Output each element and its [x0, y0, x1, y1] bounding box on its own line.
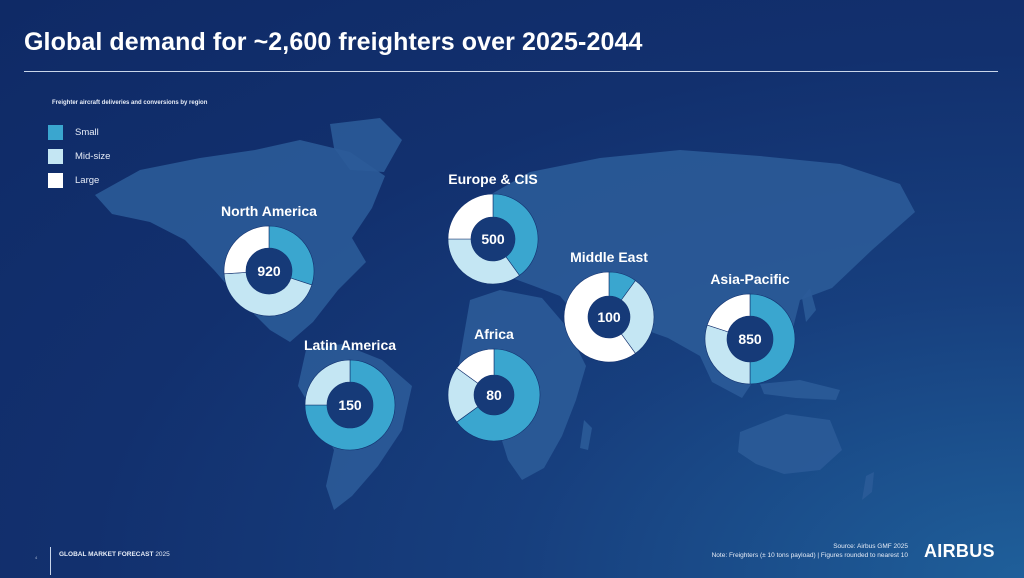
donut-africa: 80 Africa: [447, 326, 541, 442]
donut-center-europe-cis: [471, 217, 515, 261]
legend-label-mid-size: Mid-size: [75, 150, 111, 162]
donut-europe-cis: 500 Europe & CIS: [447, 171, 539, 285]
legend-item-large: Large: [48, 172, 110, 188]
page-number: 4: [35, 555, 38, 560]
donut-center-middle-east: [588, 296, 630, 338]
indonesia-landmass: [760, 380, 840, 400]
donut-latin-america: 150 Latin America: [304, 337, 396, 451]
donut-middle-east: 100 Middle East: [563, 249, 655, 363]
note-text: Note: Freighters (± 10 tons payload) | F…: [711, 552, 908, 559]
madagascar-landmass: [580, 420, 592, 450]
region-label-africa: Africa: [474, 326, 514, 342]
donut-segments-middle-east: [563, 271, 655, 363]
donut-total-north-america: 920: [257, 263, 281, 279]
donut-segments-north-america: [223, 225, 315, 317]
donut-segments-africa: [447, 348, 541, 442]
greenland-landmass: [330, 118, 402, 172]
donut-total-africa: 80: [486, 387, 502, 403]
legend-label-small: Small: [75, 126, 99, 138]
donut-center-africa: [474, 375, 514, 415]
chart-subtitle: Freighter aircraft deliveries and conver…: [52, 100, 208, 106]
source-note: Source: Airbus GMF 2025 Note: Freighters…: [712, 542, 908, 560]
legend: Small Mid-size Large: [48, 124, 110, 196]
donut-segments-latin-america: [304, 359, 396, 451]
region-label-middle-east: Middle East: [570, 249, 648, 265]
new-zealand-landmass: [862, 472, 874, 500]
legend-swatch-small: [48, 124, 63, 140]
donut-asia-pacific: 850 Asia-Pacific: [704, 271, 796, 385]
eurasia-landmass: [452, 150, 915, 398]
region-label-north-america: North America: [221, 203, 317, 219]
page-title: Global demand for ~2,600 freighters over…: [24, 28, 643, 56]
region-label-latin-america: Latin America: [304, 337, 396, 353]
donut-total-latin-america: 150: [338, 397, 362, 413]
donut-total-europe-cis: 500: [481, 231, 505, 247]
region-label-europe-cis: Europe & CIS: [448, 171, 537, 187]
footer-divider: [50, 547, 51, 575]
legend-item-small: Small: [48, 124, 110, 140]
legend-swatch-mid-size: [48, 148, 63, 164]
legend-swatch-large: [48, 172, 63, 188]
legend-label-large: Large: [75, 174, 100, 186]
legend-item-mid-size: Mid-size: [48, 148, 110, 164]
australia-landmass: [738, 414, 842, 474]
title-divider: [24, 71, 998, 72]
donut-center-north-america: [246, 248, 292, 294]
donut-center-latin-america: [327, 382, 373, 428]
footer-label: GLOBAL MARKET FORECAST 2025: [59, 551, 170, 558]
airbus-logo: AIRBUS: [924, 541, 995, 561]
donut-north-america: 920 North America: [221, 203, 317, 317]
footer-year: 2025: [155, 551, 170, 558]
donut-total-asia-pacific: 850: [738, 331, 762, 347]
donut-segment-latin-america-small: [304, 359, 396, 451]
donut-segment-north-america-large: [223, 225, 270, 275]
donut-total-middle-east: 100: [597, 309, 621, 325]
source-text: Source: Airbus GMF 2025: [833, 543, 908, 550]
region-label-asia-pacific: Asia-Pacific: [710, 271, 790, 287]
japan-landmass: [802, 288, 816, 322]
footer-label-bold: GLOBAL MARKET FORECAST: [59, 551, 154, 558]
donut-segments-asia-pacific: [704, 293, 796, 385]
donut-center-asia-pacific: [727, 316, 773, 362]
